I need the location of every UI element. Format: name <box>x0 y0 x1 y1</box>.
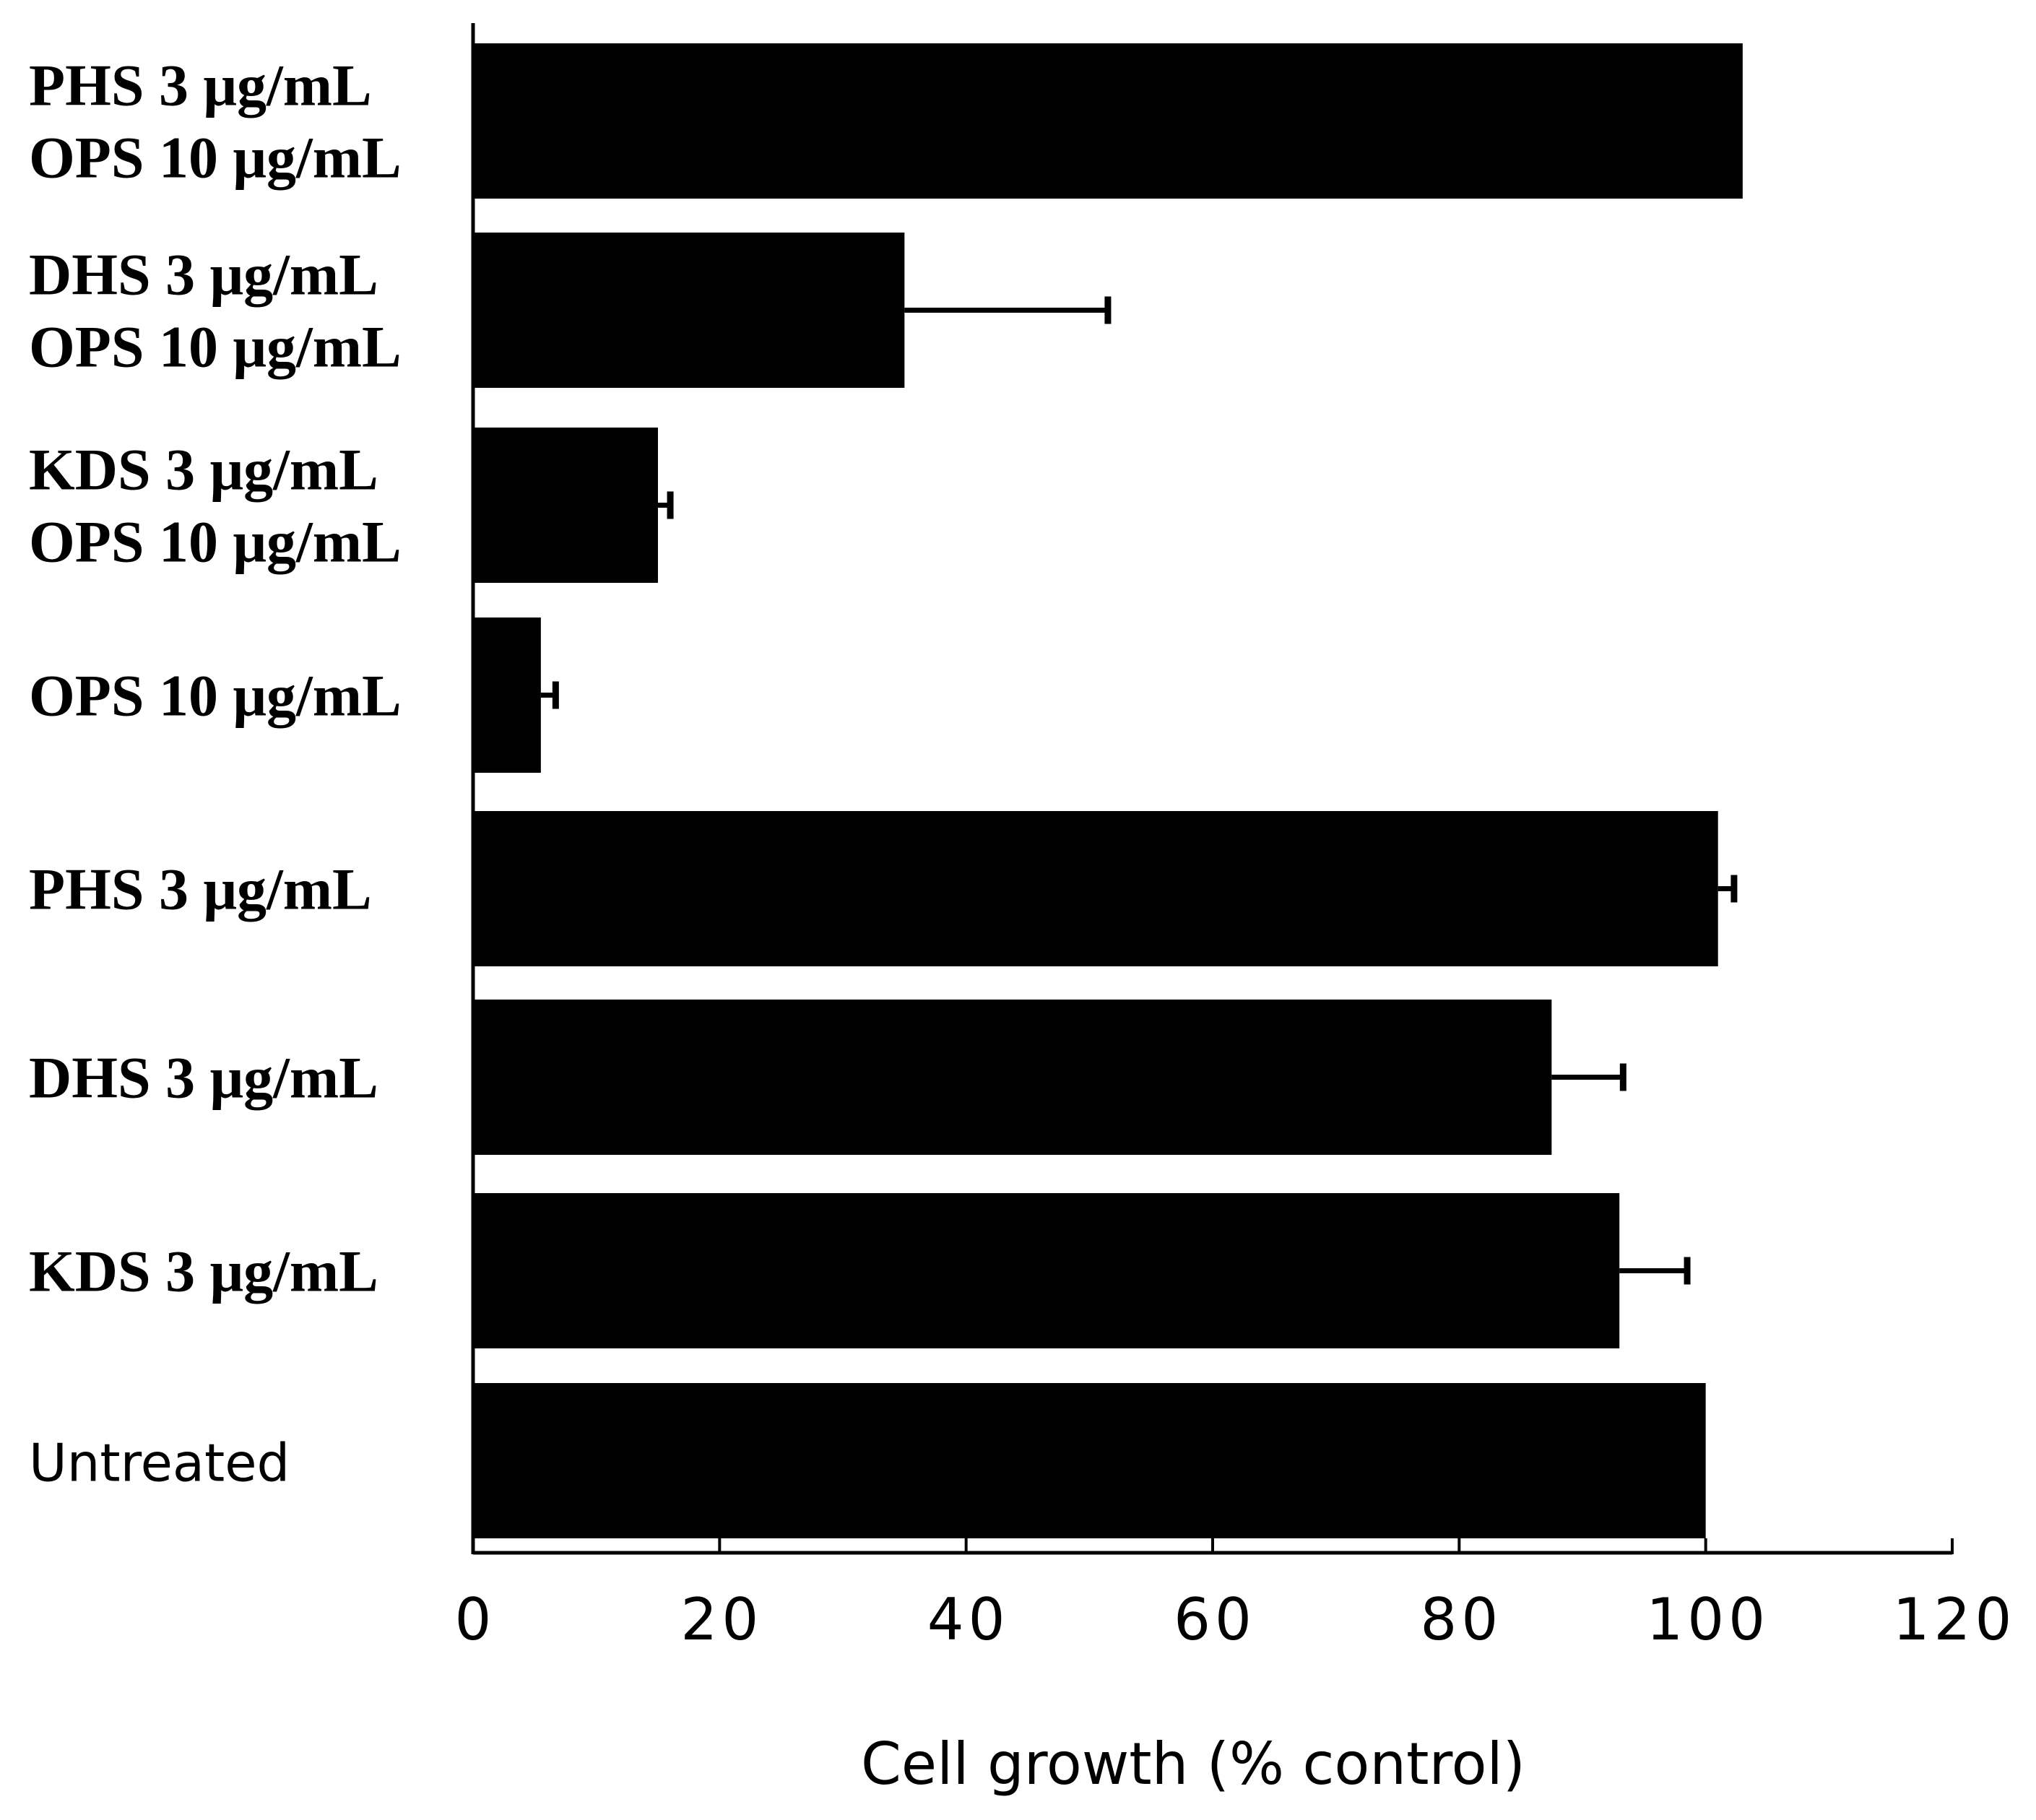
bar <box>473 233 905 388</box>
category-label: PHS 3 μg/mL <box>29 53 372 118</box>
category-label: PHS 3 μg/mL <box>29 857 372 922</box>
category-label: KDS 3 μg/mL <box>29 437 378 503</box>
x-tick-label: 60 <box>1174 1586 1256 1653</box>
category-label: DHS 3 μg/mL <box>29 242 378 308</box>
category-label: Untreated <box>29 1433 290 1494</box>
x-tick-label: 0 <box>455 1586 496 1653</box>
bar <box>473 428 658 583</box>
bars-layer <box>473 43 1743 1538</box>
bar <box>473 1193 1620 1348</box>
axes-layer: 0 20 40 60 80 100 120 <box>455 23 2016 1653</box>
category-label: OPS 10 μg/mL <box>29 314 402 380</box>
category-label: OPS 10 μg/mL <box>29 663 402 729</box>
x-tick-label: 20 <box>680 1586 763 1653</box>
bar <box>473 811 1718 966</box>
bar <box>473 1000 1552 1155</box>
category-label: DHS 3 μg/mL <box>29 1045 378 1111</box>
x-axis-title: Cell growth (% control) <box>861 1730 1525 1798</box>
bar <box>473 618 541 773</box>
category-label: OPS 10 μg/mL <box>29 509 402 575</box>
bar <box>473 43 1743 199</box>
x-tick-label: 100 <box>1646 1586 1769 1653</box>
bar <box>473 1383 1706 1538</box>
x-tick-label: 120 <box>1893 1586 2016 1653</box>
category-label: KDS 3 μg/mL <box>29 1239 378 1304</box>
x-tick-label: 40 <box>927 1586 1010 1653</box>
error-bars-layer <box>540 296 1738 1285</box>
category-label: OPS 10 μg/mL <box>29 125 402 191</box>
x-tick-label: 80 <box>1420 1586 1502 1653</box>
